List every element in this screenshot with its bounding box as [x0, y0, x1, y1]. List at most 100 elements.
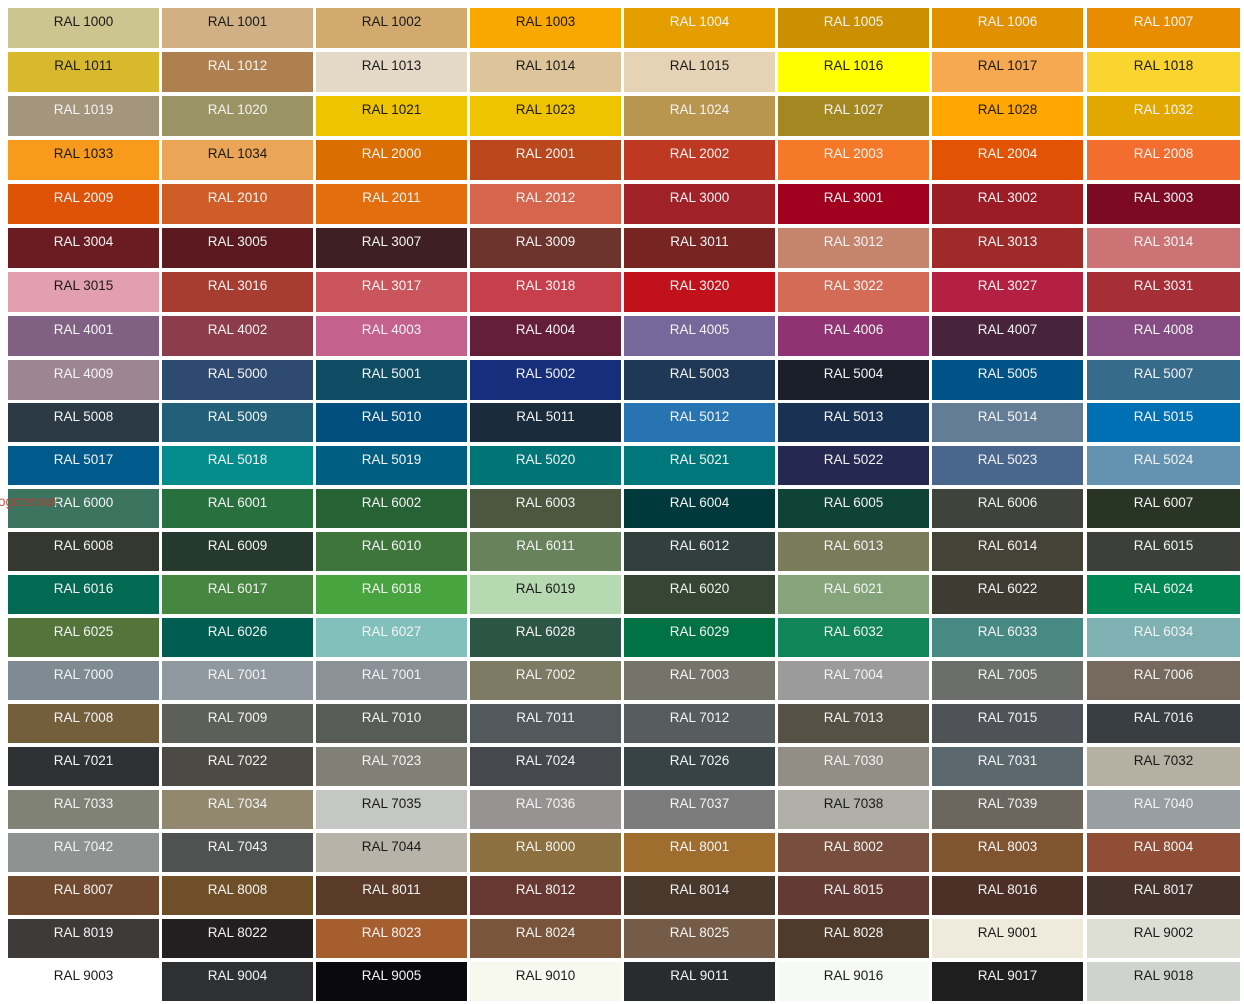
color-swatch: RAL 5024	[1087, 446, 1240, 485]
color-swatch: RAL 1020	[162, 96, 313, 136]
color-swatch: RAL 1015	[624, 52, 775, 92]
color-swatch: RAL 3009	[470, 228, 621, 268]
color-swatch: RAL 7002	[470, 661, 621, 700]
color-swatch: RAL 1011	[8, 52, 159, 92]
color-swatch: RAL 6014	[932, 532, 1083, 571]
color-swatch: RAL 1019	[8, 96, 159, 136]
color-swatch: RAL 7036	[470, 790, 621, 829]
color-swatch: RAL 6017	[162, 575, 313, 614]
color-swatch: RAL 7015	[932, 704, 1083, 743]
color-swatch: RAL 5011	[470, 403, 621, 442]
color-swatch: RAL 8012	[470, 876, 621, 915]
color-swatch: RAL 9010	[470, 962, 621, 1001]
color-swatch: RAL 5021	[624, 446, 775, 485]
color-swatch: RAL 5013	[778, 403, 929, 442]
color-swatch: RAL 6012	[624, 532, 775, 571]
color-swatch: RAL 1003	[470, 8, 621, 48]
color-swatch: RAL 6028	[470, 618, 621, 657]
color-swatch: RAL 9017	[932, 962, 1083, 1001]
color-swatch: RAL 8000	[470, 833, 621, 872]
watermark-text: ogrzewan	[0, 494, 57, 509]
color-swatch: RAL 5020	[470, 446, 621, 485]
color-swatch: RAL 3012	[778, 228, 929, 268]
color-swatch: RAL 5015	[1087, 403, 1240, 442]
color-swatch: RAL 7001	[162, 661, 313, 700]
color-swatch: RAL 8024	[470, 919, 621, 958]
color-swatch: RAL 3005	[162, 228, 313, 268]
color-swatch: RAL 4002	[162, 316, 313, 356]
color-swatch: RAL 2012	[470, 184, 621, 224]
color-swatch: RAL 6024	[1087, 575, 1240, 614]
color-swatch: RAL 7008	[8, 704, 159, 743]
color-swatch: RAL 4004	[470, 316, 621, 356]
color-swatch: RAL 7024	[470, 747, 621, 786]
color-swatch: RAL 8002	[778, 833, 929, 872]
color-swatch: RAL 7026	[624, 747, 775, 786]
color-swatch: RAL 2011	[316, 184, 467, 224]
color-swatch: RAL 7016	[1087, 704, 1240, 743]
color-swatch: RAL 1034	[162, 140, 313, 180]
color-swatch: RAL 2009	[8, 184, 159, 224]
color-swatch: RAL 6003	[470, 489, 621, 528]
color-swatch: RAL 5019	[316, 446, 467, 485]
color-swatch: RAL 7012	[624, 704, 775, 743]
color-swatch: RAL 3013	[932, 228, 1083, 268]
color-swatch: RAL 7038	[778, 790, 929, 829]
color-swatch: RAL 5017	[8, 446, 159, 485]
color-swatch: RAL 5022	[778, 446, 929, 485]
color-swatch: RAL 7023	[316, 747, 467, 786]
color-swatch: RAL 6008	[8, 532, 159, 571]
color-swatch: RAL 7035	[316, 790, 467, 829]
color-swatch: RAL 6029	[624, 618, 775, 657]
color-swatch: RAL 8015	[778, 876, 929, 915]
color-swatch: RAL 2010	[162, 184, 313, 224]
color-swatch: RAL 6009	[162, 532, 313, 571]
color-swatch: RAL 1023	[470, 96, 621, 136]
color-swatch: RAL 5002	[470, 360, 621, 400]
color-swatch: RAL 7022	[162, 747, 313, 786]
color-swatch: RAL 7037	[624, 790, 775, 829]
color-swatch: RAL 1001	[162, 8, 313, 48]
color-swatch: RAL 6006	[932, 489, 1083, 528]
color-swatch: RAL 6019	[470, 575, 621, 614]
color-swatch: RAL 5018	[162, 446, 313, 485]
color-swatch: RAL 8016	[932, 876, 1083, 915]
color-swatch: RAL 6033	[932, 618, 1083, 657]
color-swatch: RAL 6027	[316, 618, 467, 657]
color-swatch: RAL 3022	[778, 272, 929, 312]
color-swatch: RAL 1012	[162, 52, 313, 92]
color-swatch: RAL 2004	[932, 140, 1083, 180]
color-swatch: RAL 3002	[932, 184, 1083, 224]
color-swatch: RAL 8007	[8, 876, 159, 915]
color-swatch: RAL 5010	[316, 403, 467, 442]
color-swatch: RAL 8023	[316, 919, 467, 958]
color-swatch: RAL 4003	[316, 316, 467, 356]
color-swatch: RAL 3004	[8, 228, 159, 268]
color-swatch: RAL 4001	[8, 316, 159, 356]
color-swatch: RAL 6007	[1087, 489, 1240, 528]
color-swatch: RAL 2000	[316, 140, 467, 180]
color-swatch: RAL 7010	[316, 704, 467, 743]
color-swatch: RAL 3015	[8, 272, 159, 312]
color-swatch: RAL 5009	[162, 403, 313, 442]
color-swatch: RAL 6011	[470, 532, 621, 571]
color-swatch: RAL 9003	[8, 962, 159, 1001]
color-swatch: RAL 1018	[1087, 52, 1240, 92]
color-swatch: RAL 8011	[316, 876, 467, 915]
color-swatch: RAL 7003	[624, 661, 775, 700]
color-swatch: RAL 7000	[8, 661, 159, 700]
color-swatch: RAL 1024	[624, 96, 775, 136]
color-swatch: RAL 8017	[1087, 876, 1240, 915]
color-swatch: RAL 6002	[316, 489, 467, 528]
color-swatch: RAL 7013	[778, 704, 929, 743]
color-swatch: RAL 3011	[624, 228, 775, 268]
color-swatch: RAL 9001	[932, 919, 1083, 958]
color-swatch: RAL 2003	[778, 140, 929, 180]
color-swatch: RAL 4009	[8, 360, 159, 400]
color-swatch: RAL 8008	[162, 876, 313, 915]
color-swatch: RAL 3007	[316, 228, 467, 268]
color-swatch: RAL 7039	[932, 790, 1083, 829]
color-swatch: RAL 7001	[316, 661, 467, 700]
color-swatch: RAL 1032	[1087, 96, 1240, 136]
color-swatch: RAL 7040	[1087, 790, 1240, 829]
